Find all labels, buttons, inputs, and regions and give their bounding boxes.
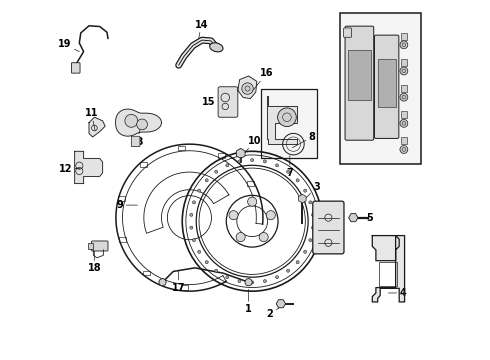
- Circle shape: [236, 233, 245, 242]
- Circle shape: [215, 170, 218, 173]
- FancyBboxPatch shape: [131, 136, 140, 147]
- Circle shape: [263, 280, 267, 283]
- Circle shape: [287, 269, 290, 272]
- Circle shape: [312, 213, 315, 216]
- Text: 17: 17: [172, 270, 185, 293]
- FancyBboxPatch shape: [218, 87, 238, 117]
- Circle shape: [159, 279, 166, 286]
- Text: 1: 1: [245, 289, 252, 314]
- Polygon shape: [89, 117, 105, 137]
- Circle shape: [250, 158, 254, 162]
- Circle shape: [190, 213, 193, 216]
- Circle shape: [278, 108, 296, 127]
- FancyBboxPatch shape: [92, 241, 108, 251]
- Polygon shape: [372, 235, 405, 302]
- Circle shape: [275, 276, 279, 279]
- Circle shape: [309, 201, 312, 204]
- Circle shape: [304, 250, 307, 253]
- Circle shape: [205, 261, 208, 264]
- FancyBboxPatch shape: [343, 28, 351, 37]
- Text: 2: 2: [267, 304, 285, 319]
- Text: 12: 12: [59, 163, 80, 174]
- Bar: [401, 137, 407, 144]
- Text: 7: 7: [287, 156, 293, 178]
- Circle shape: [238, 280, 241, 283]
- Circle shape: [259, 233, 268, 242]
- Bar: [379, 262, 397, 286]
- Circle shape: [229, 211, 238, 220]
- Circle shape: [226, 164, 229, 167]
- Circle shape: [226, 276, 229, 279]
- Circle shape: [309, 239, 312, 242]
- Circle shape: [215, 269, 218, 272]
- Text: 16: 16: [251, 68, 273, 92]
- Polygon shape: [267, 96, 297, 144]
- Circle shape: [193, 201, 196, 204]
- Circle shape: [296, 179, 299, 182]
- Circle shape: [304, 189, 307, 192]
- Circle shape: [296, 261, 299, 264]
- Circle shape: [193, 239, 196, 242]
- Bar: [340, 13, 421, 164]
- Bar: [401, 33, 407, 40]
- Polygon shape: [116, 109, 161, 136]
- Text: 3: 3: [302, 182, 320, 202]
- Circle shape: [190, 226, 193, 229]
- Text: 10: 10: [241, 136, 262, 158]
- Circle shape: [400, 67, 408, 75]
- Circle shape: [400, 93, 408, 101]
- Circle shape: [400, 120, 408, 127]
- Circle shape: [400, 145, 408, 153]
- Circle shape: [125, 114, 138, 127]
- Circle shape: [263, 160, 267, 163]
- FancyBboxPatch shape: [313, 201, 344, 254]
- Circle shape: [238, 160, 241, 163]
- Text: 13: 13: [131, 125, 144, 147]
- Circle shape: [197, 189, 201, 192]
- Circle shape: [266, 211, 275, 220]
- Bar: [401, 59, 407, 66]
- Text: 8: 8: [293, 132, 316, 148]
- FancyBboxPatch shape: [374, 35, 399, 138]
- Circle shape: [205, 179, 208, 182]
- Bar: [401, 85, 407, 92]
- Text: 14: 14: [195, 20, 208, 44]
- Circle shape: [287, 170, 290, 173]
- Circle shape: [250, 281, 254, 284]
- FancyBboxPatch shape: [72, 63, 80, 73]
- Bar: [378, 59, 395, 107]
- Circle shape: [197, 250, 201, 253]
- Ellipse shape: [210, 43, 223, 52]
- Text: 4: 4: [389, 288, 406, 298]
- Bar: [401, 111, 407, 118]
- Bar: [348, 50, 370, 100]
- Text: 11: 11: [85, 108, 98, 131]
- Polygon shape: [238, 76, 257, 99]
- Text: 18: 18: [88, 251, 101, 273]
- Circle shape: [245, 279, 252, 286]
- Circle shape: [275, 164, 279, 167]
- Circle shape: [400, 41, 408, 49]
- Text: 9: 9: [117, 200, 137, 210]
- Text: 15: 15: [202, 97, 225, 107]
- Polygon shape: [74, 151, 102, 184]
- Circle shape: [242, 83, 253, 94]
- FancyBboxPatch shape: [345, 26, 374, 140]
- Text: 6: 6: [378, 102, 385, 128]
- Text: 5: 5: [354, 213, 373, 222]
- Circle shape: [312, 226, 315, 229]
- Bar: [88, 243, 93, 249]
- Circle shape: [247, 197, 257, 206]
- Text: 19: 19: [58, 40, 79, 51]
- Circle shape: [137, 119, 147, 130]
- Bar: [261, 89, 317, 158]
